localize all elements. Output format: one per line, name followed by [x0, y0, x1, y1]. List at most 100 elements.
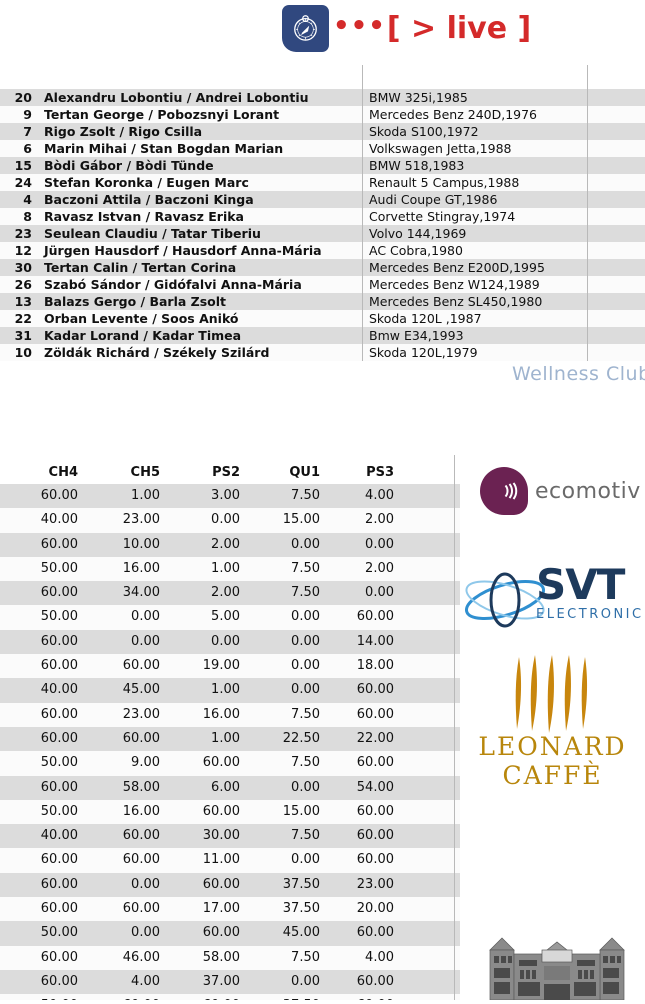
split-ps3: 22.00 [326, 726, 400, 752]
crew-total: 346.3 [605, 140, 645, 157]
crew-table-row[interactable]: 9 Tertan George / Pobozsnyi Lorant Mercede… [0, 106, 645, 123]
crew-table-row[interactable]: 24 Stefan Koronka / Eugen Marc Renault 5 C… [0, 174, 645, 191]
crew-table-row[interactable]: 6 Marin Mihai / Stan Bogdan Marian Volkswa… [0, 140, 645, 157]
crew-spacer-cell [587, 123, 605, 140]
compass-icon [282, 5, 329, 52]
crew-spacer-cell [587, 310, 605, 327]
split-ps3: 60.00 [326, 799, 400, 825]
split-gap-cell [400, 605, 455, 630]
ecomotive-label: ecomotiv [535, 478, 641, 504]
crew-table-row[interactable]: 12 Jürgen Hausdorf / Hausdorf Anna-Mária A… [0, 242, 645, 259]
sponsor-leonard-caffe[interactable]: LEONARD CAFFÈ [460, 655, 645, 791]
split-ch4: 50.00 [0, 994, 84, 1000]
split-ch4: 50.00 [0, 921, 84, 946]
crew-table-row[interactable]: 22 Orban Levente / Soos Anikó Skoda 120L ,… [0, 310, 645, 327]
crew-names: Rigo Zsolt / Rigo Csilla [38, 123, 363, 140]
split-ch5: 16.00 [84, 799, 166, 825]
split-ps3: 60.00 [326, 751, 400, 776]
sponsor-svt[interactable]: SVT ELECTRONIC [462, 564, 644, 631]
split-total: 515.6 [454, 921, 460, 946]
crew-table-row[interactable]: 31 Kadar Lorand / Kadar Timea Bmw E34,1993… [0, 327, 645, 344]
live-logo[interactable]: ••• [ > live ] [282, 5, 531, 52]
split-qu1: 0.00 [246, 678, 326, 703]
crew-total: 322.3 [605, 123, 645, 140]
split-qu1: 0.00 [246, 629, 326, 655]
crew-start-number: 20 [0, 89, 38, 106]
split-ch5: 0.00 [84, 605, 166, 630]
crew-car: Skoda 120L ,1987 [362, 310, 588, 327]
crew-col-name [38, 65, 363, 89]
split-ps2: 3.00 [166, 484, 246, 509]
split-qu1: 22.50 [246, 726, 326, 752]
split-ch4: 50.00 [0, 799, 84, 825]
split-ch4: 60.00 [0, 581, 84, 606]
crew-table-row[interactable]: 20 Alexandru Lobontiu / Andrei Lobontiu BM… [0, 89, 645, 106]
split-ps3: 14.00 [326, 629, 400, 655]
split-ps2: 2.00 [166, 581, 246, 606]
crew-names: Ravasz Istvan / Ravasz Erika [38, 208, 363, 225]
crew-start-number: 23 [0, 225, 38, 242]
split-ps3: 60.00 [326, 969, 400, 995]
crew-table-row[interactable]: 30 Tertan Calin / Tertan Corina Mercedes B… [0, 259, 645, 276]
split-total: 481.8 [454, 799, 460, 825]
splits-panel[interactable]: CH4 CH5 PS2 QU1 PS3 Total 60.001.003.007… [0, 455, 460, 1000]
ellipsis-dots: ••• [333, 10, 386, 41]
split-qu1: 0.00 [246, 654, 326, 679]
split-gap-cell [400, 994, 455, 1000]
crew-start-number: 22 [0, 310, 38, 327]
crew-car: Mercedes Benz W124,1989 [362, 276, 588, 293]
split-ch4: 60.00 [0, 848, 84, 873]
crew-col-total: Total [605, 65, 645, 89]
split-ch4: 50.00 [0, 605, 84, 630]
split-qu1: 0.00 [246, 848, 326, 873]
crew-start-number: 15 [0, 157, 38, 174]
sponsor-building[interactable] [482, 920, 632, 1004]
crew-total: 392.7 [605, 157, 645, 174]
split-ps3: 0.00 [326, 532, 400, 557]
crew-table-row[interactable]: 10 Zöldák Richárd / Székely Szilárd Skoda … [0, 344, 645, 361]
crew-total: 442.8 [605, 225, 645, 242]
wellness-club-watermark: Wellness Club [512, 363, 645, 385]
split-ps2: 1.00 [166, 678, 246, 703]
crew-table-row[interactable]: 7 Rigo Zsolt / Rigo Csilla Skoda S100,1972… [0, 123, 645, 140]
split-ch5: 1.00 [84, 484, 166, 509]
sponsor-ecomotive[interactable]: ecomotiv [480, 467, 641, 515]
crew-table-row[interactable]: 13 Balazs Gergo / Barla Zsolt Mercedes Ben… [0, 293, 645, 310]
split-ch4: 60.00 [0, 969, 84, 995]
crew-table-row[interactable]: 8 Ravasz Istvan / Ravasz Erika Corvette St… [0, 208, 645, 225]
split-qu1: 7.50 [246, 824, 326, 849]
split-ch5: 23.00 [84, 508, 166, 533]
crew-spacer-cell [587, 242, 605, 259]
split-total: 449.4 [454, 702, 460, 727]
split-ps3: 2.00 [326, 556, 400, 582]
crew-table-row[interactable]: 23 Seulean Claudiu / Tatar Tiberiu Volvo 1… [0, 225, 645, 242]
split-ch5: 0.00 [84, 872, 166, 898]
crew-table-row[interactable]: 4 Baczoni Attila / Baczoni Kinga Audi Coup… [0, 191, 645, 208]
crew-table-row[interactable]: 26 Szabó Sándor / Gidófalvi Anna-Mária Mer… [0, 276, 645, 293]
splits-table-row[interactable]: 60.001.003.007.504.00 303.6 [0, 484, 460, 509]
